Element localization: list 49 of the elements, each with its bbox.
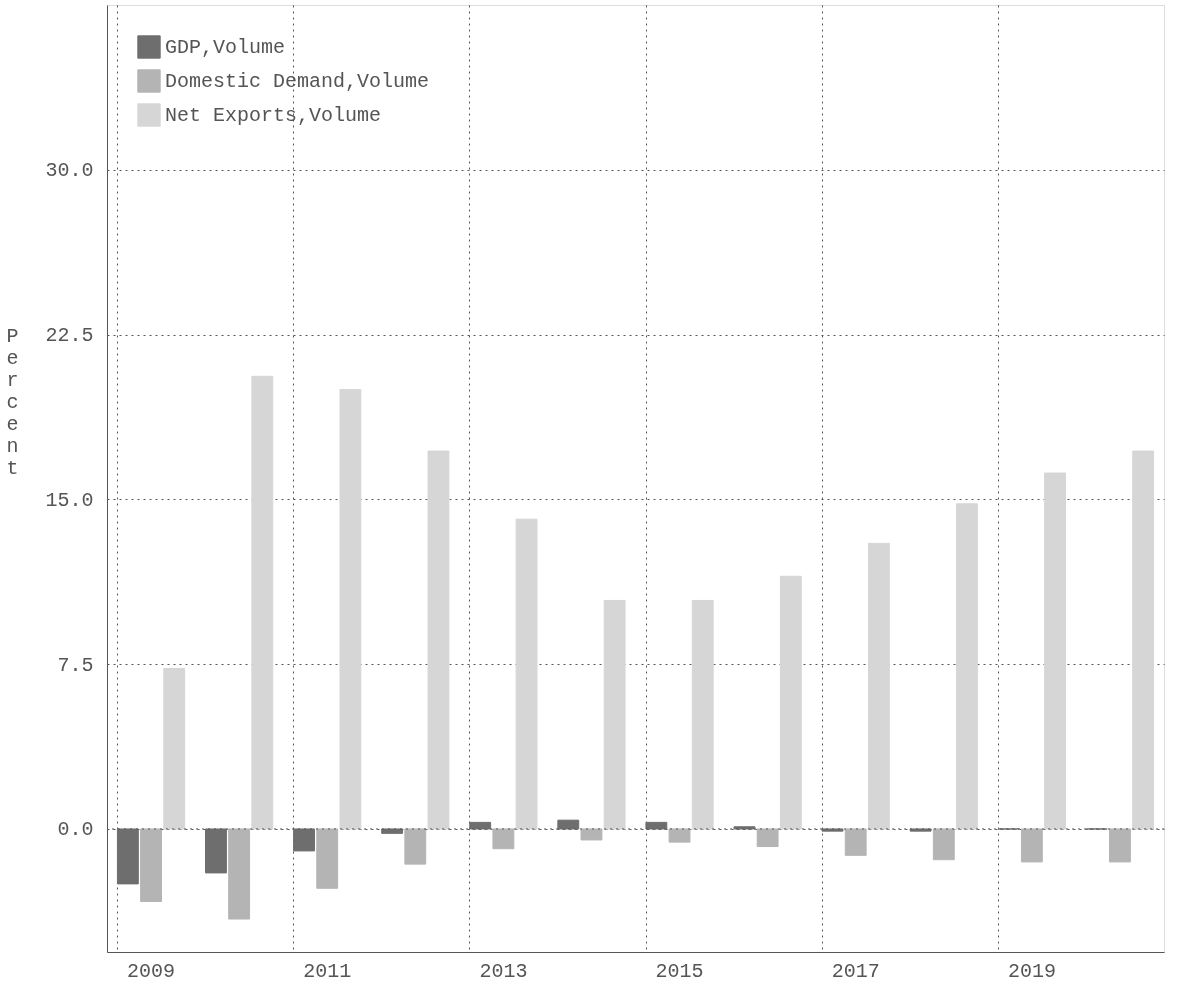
bar	[116, 828, 139, 885]
bar	[756, 828, 779, 848]
bar	[339, 389, 362, 830]
bar	[1020, 828, 1043, 863]
x-tick-label: 2017	[831, 959, 880, 983]
bar	[293, 828, 315, 852]
bar	[691, 599, 714, 830]
bar	[909, 828, 932, 832]
y-axis-title: Percent	[6, 324, 19, 480]
bar	[1044, 472, 1066, 830]
y-tick-label: 15.0	[45, 488, 94, 512]
bar	[733, 826, 756, 830]
bar	[251, 375, 274, 830]
x-tick-label: 2011	[303, 959, 352, 983]
legend-label: GDP,Volume	[165, 36, 286, 59]
bar	[779, 575, 802, 830]
bar	[932, 828, 955, 861]
bar	[515, 518, 538, 830]
bar	[205, 828, 227, 874]
y-tick-label: 22.5	[45, 324, 94, 348]
bar	[956, 503, 978, 830]
bar	[381, 828, 404, 834]
bar	[603, 599, 626, 830]
bar	[867, 542, 890, 830]
bar	[557, 819, 580, 830]
bar	[844, 828, 867, 856]
bar	[645, 821, 668, 830]
bar	[492, 828, 515, 850]
y-tick-label: 7.5	[57, 653, 94, 677]
legend-label: Domestic Demand,Volume	[165, 70, 430, 93]
bar	[469, 821, 492, 830]
bar	[140, 828, 162, 902]
bar	[1132, 450, 1155, 830]
x-tick-label: 2013	[479, 959, 528, 983]
bar	[228, 828, 251, 920]
bar	[163, 668, 186, 830]
bar	[668, 828, 691, 843]
bar	[1109, 828, 1131, 863]
bar	[404, 828, 427, 865]
bar	[580, 828, 603, 841]
legend-label: Net Exports,Volume	[165, 104, 382, 127]
bar	[316, 828, 339, 889]
bar	[427, 450, 450, 830]
y-tick-label: 30.0	[45, 159, 94, 183]
x-tick-label: 2019	[1007, 959, 1056, 983]
bar	[821, 828, 844, 832]
x-tick-label: 2015	[655, 959, 704, 983]
y-tick-label: 0.0	[57, 818, 94, 842]
x-tick-label: 2009	[127, 959, 176, 983]
